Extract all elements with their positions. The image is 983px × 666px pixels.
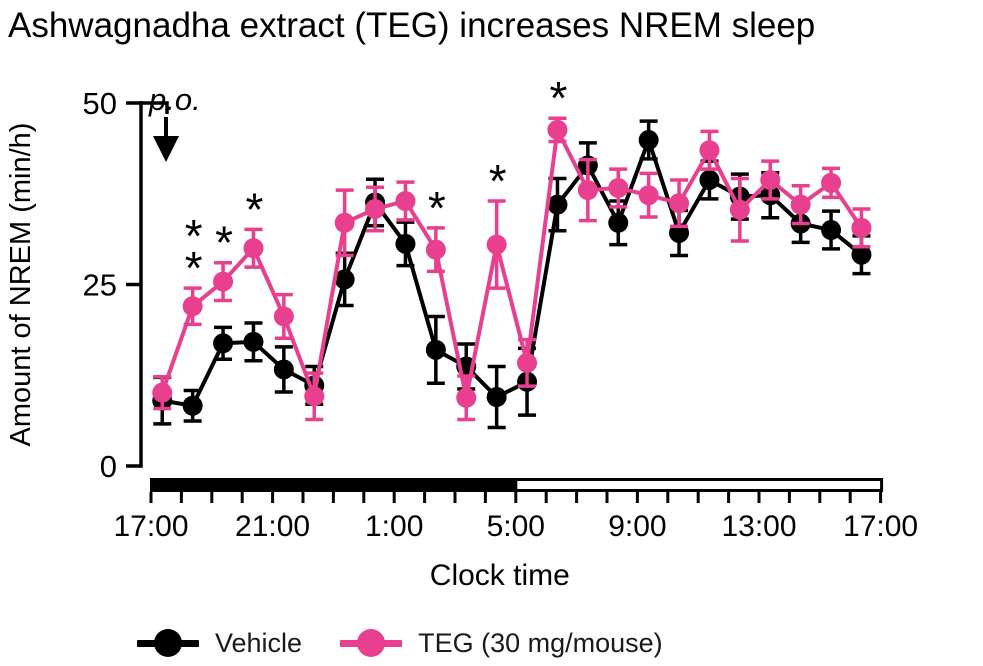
data-point xyxy=(273,306,294,327)
x-axis: 17:00 21:00 1:00 5:00 9:00 13:00 17:00 Clock ti… xyxy=(113,478,918,592)
data-point xyxy=(425,239,446,260)
data-point xyxy=(213,333,234,354)
legend-label-teg: TEG (30 mg/mouse) xyxy=(418,627,663,658)
data-point xyxy=(243,238,264,259)
series-vehicle xyxy=(152,119,872,430)
significance-star: * xyxy=(185,210,203,262)
data-point xyxy=(821,220,842,241)
data-point xyxy=(304,386,325,407)
light-phase-bar xyxy=(514,478,884,492)
x-axis-title: Clock time xyxy=(430,559,570,592)
data-point xyxy=(699,140,720,161)
data-point xyxy=(365,198,386,219)
data-point xyxy=(395,191,416,212)
data-point xyxy=(638,130,659,151)
po-label: p.o. xyxy=(148,82,201,117)
data-point xyxy=(152,382,173,403)
x-tick-label: 17:00 xyxy=(113,510,188,543)
x-tick-label: 9:00 xyxy=(608,510,666,543)
x-tick-label: 21:00 xyxy=(235,510,310,543)
series-line xyxy=(160,127,864,400)
data-point xyxy=(729,199,750,220)
data-point xyxy=(821,172,842,193)
data-point xyxy=(608,177,629,198)
y-tick-label: 0 xyxy=(100,449,117,484)
data-point xyxy=(851,217,872,238)
data-point xyxy=(577,180,598,201)
data-point xyxy=(547,194,568,215)
y-axis-top-bracket xyxy=(141,101,169,114)
data-point xyxy=(486,387,507,408)
data-point xyxy=(395,233,416,254)
data-point xyxy=(669,193,690,214)
y-axis: 0 25 50 Amount of NREM (min/h) xyxy=(5,86,169,484)
significance-star: * xyxy=(549,72,567,124)
legend-item-vehicle: Vehicle xyxy=(137,628,302,659)
data-point xyxy=(425,339,446,360)
y-tick-label: 25 xyxy=(83,268,117,303)
legend-item-teg: TEG (30 mg/mouse) xyxy=(340,628,663,659)
y-tick-label: 50 xyxy=(83,86,117,121)
data-point xyxy=(517,352,538,373)
vehicle-line-marker-icon xyxy=(137,629,199,657)
data-point xyxy=(213,271,234,292)
data-point xyxy=(851,244,872,265)
data-point xyxy=(273,359,294,380)
data-point xyxy=(699,169,720,190)
data-point xyxy=(486,234,507,255)
data-point xyxy=(243,331,264,352)
x-tick-label: 1:00 xyxy=(365,510,423,543)
legend-label-vehicle: Vehicle xyxy=(215,627,303,658)
data-point xyxy=(638,185,659,206)
data-point xyxy=(182,296,203,317)
x-tick-label: 5:00 xyxy=(487,510,545,543)
series-line xyxy=(161,138,863,408)
significance-star: * xyxy=(489,155,507,207)
data-point xyxy=(334,269,355,290)
significance-star: * xyxy=(185,242,203,294)
significance-star: * xyxy=(428,182,446,234)
y-axis-title: Amount of NREM (min/h) xyxy=(5,123,37,447)
data-point xyxy=(334,212,355,233)
x-tick-label: 13:00 xyxy=(721,510,796,543)
x-tick-label: 17:00 xyxy=(843,510,918,543)
significance-star: * xyxy=(215,217,233,269)
data-point xyxy=(456,387,477,408)
po-arrow-head-icon xyxy=(153,136,179,162)
data-point xyxy=(760,169,781,190)
significance-star: * xyxy=(245,183,263,235)
dark-phase-bar xyxy=(150,478,516,492)
po-annotation: p.o. xyxy=(148,82,201,162)
data-point xyxy=(608,212,629,233)
data-point xyxy=(547,119,568,140)
teg-line-marker-icon xyxy=(340,629,403,657)
series-teg-30-mg-mouse xyxy=(152,116,872,422)
chart-legend: Vehicle TEG (30 mg/mouse) xyxy=(137,620,663,666)
data-point xyxy=(790,194,811,215)
figure-title: Ashwagnadha extract (TEG) increases NREM… xyxy=(8,6,816,45)
data-point xyxy=(182,395,203,416)
